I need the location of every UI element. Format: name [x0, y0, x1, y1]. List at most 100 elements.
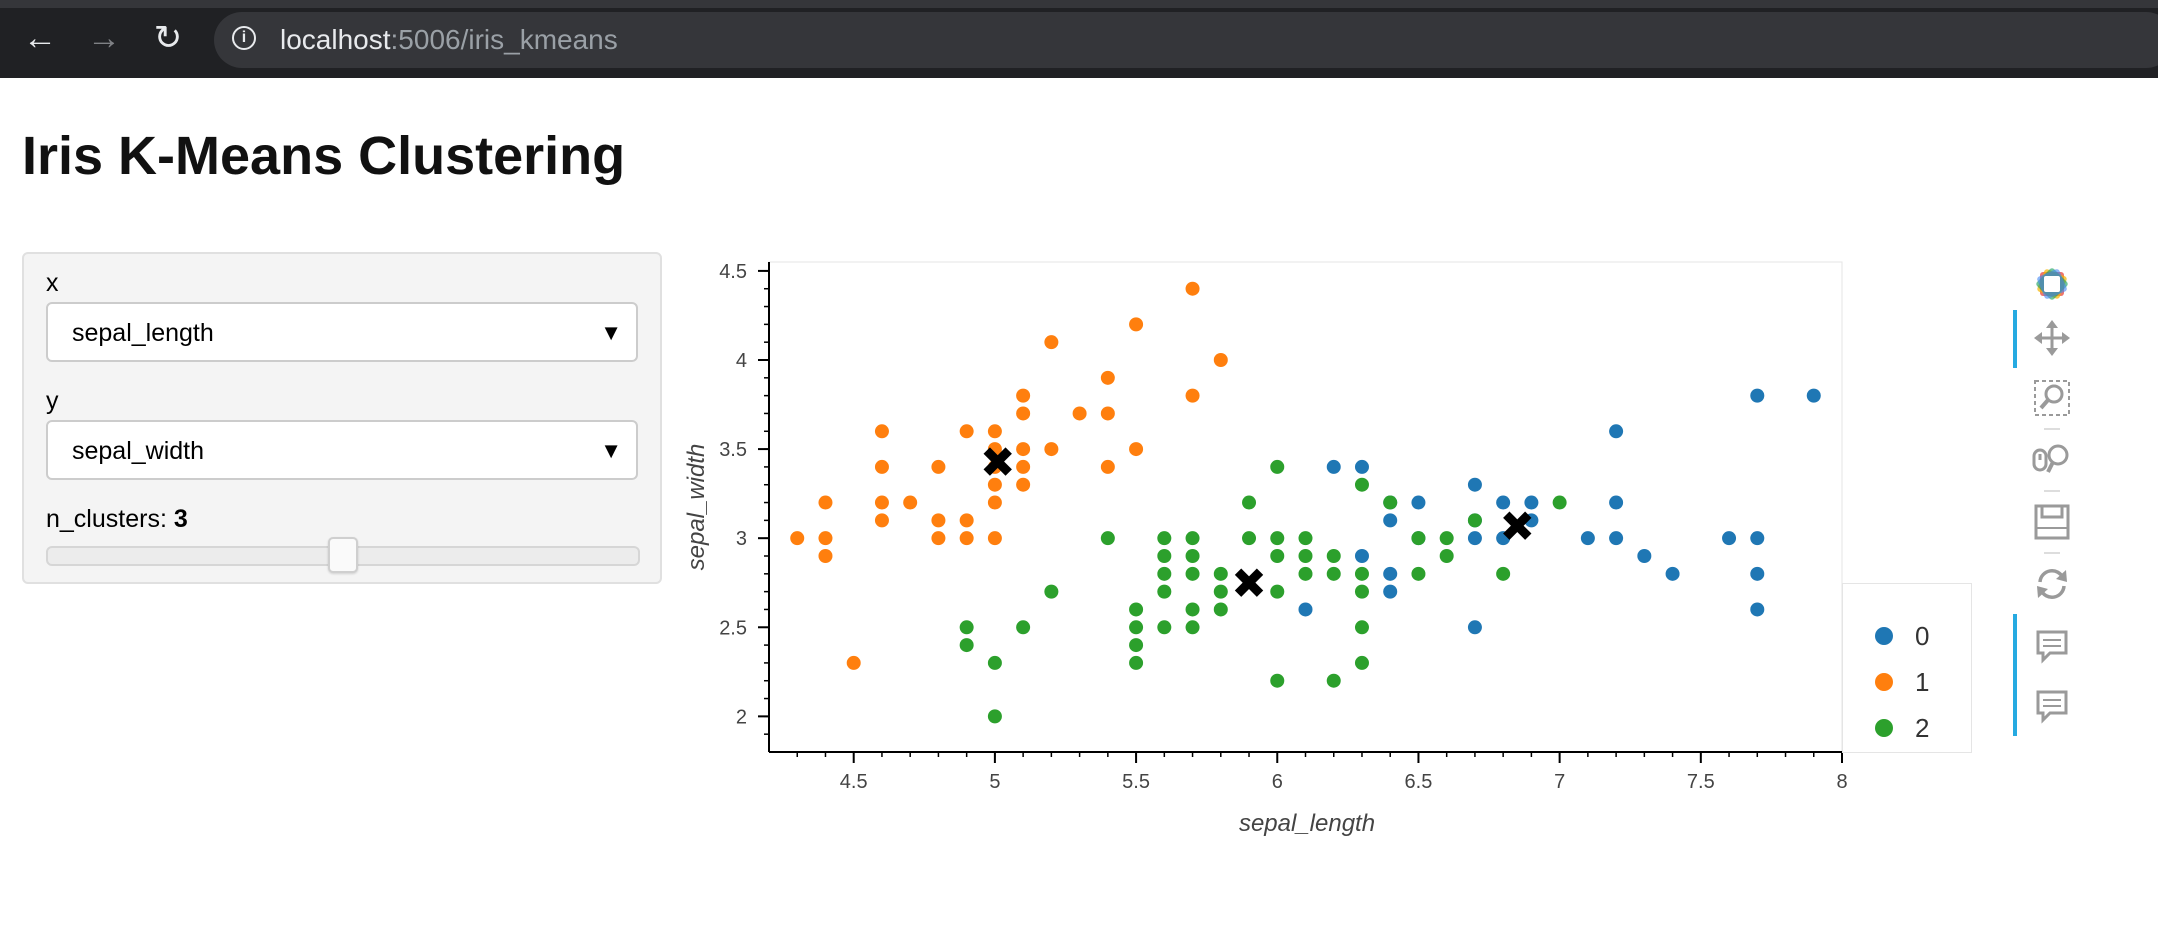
hover-icon[interactable] [2028, 682, 2076, 730]
x-tick-label: 5.5 [1122, 771, 1150, 793]
data-point-cluster-1 [1100, 459, 1115, 474]
data-point-cluster-2 [1326, 673, 1341, 688]
data-point-cluster-1 [1072, 406, 1087, 421]
data-point-cluster-1 [874, 459, 889, 474]
info-icon[interactable]: i [232, 26, 256, 50]
data-point-cluster-0 [1665, 566, 1680, 581]
n-clusters-value: 3 [173, 505, 188, 533]
x-tick-label: 6.5 [1405, 771, 1433, 793]
data-point-cluster-2 [1439, 549, 1454, 563]
slider-handle[interactable] [328, 537, 358, 573]
toolbar-separator [2044, 428, 2060, 430]
pan-icon[interactable] [2028, 314, 2076, 362]
data-point-cluster-2 [1354, 620, 1369, 635]
data-point-cluster-1 [1129, 442, 1144, 457]
data-point-cluster-1 [959, 531, 974, 546]
data-point-cluster-1 [1016, 406, 1031, 421]
data-point-cluster-0 [1326, 459, 1341, 474]
data-point-cluster-1 [931, 531, 946, 546]
data-point-cluster-1 [790, 531, 805, 546]
address-bar[interactable] [214, 12, 2158, 68]
x-tick-label: 7 [1554, 771, 1565, 793]
data-point-cluster-2 [1157, 584, 1172, 599]
data-point-cluster-2 [1496, 566, 1511, 581]
chevron-down-icon: ▼ [600, 438, 622, 463]
data-point-cluster-0 [1354, 459, 1369, 474]
y-select[interactable]: sepal_width ▼ [46, 420, 638, 480]
data-point-cluster-1 [1016, 477, 1031, 492]
reset-icon[interactable] [2028, 560, 2076, 608]
data-point-cluster-1 [1185, 281, 1200, 296]
y-tick-label: 3.5 [719, 439, 747, 461]
data-point-cluster-1 [1100, 406, 1115, 421]
centroid-marker [1234, 568, 1264, 597]
data-point-cluster-2 [1383, 495, 1398, 510]
data-point-cluster-0 [1806, 388, 1821, 403]
url-text[interactable]: localhost:5006/iris_kmeans [280, 23, 618, 57]
data-point-cluster-2 [1044, 584, 1059, 599]
data-point-cluster-0 [1383, 584, 1398, 599]
wheel-zoom-icon[interactable] [2028, 436, 2076, 484]
axes-layer: 4.5 5 5.5 6 6.5 7 7.5 8 2 2.5 3 3.5 4 4.5 [719, 261, 1847, 793]
x-select[interactable]: sepal_length ▼ [46, 302, 638, 362]
x-tick-label: 6 [1272, 771, 1283, 793]
data-point-cluster-2 [1242, 495, 1257, 510]
data-point-cluster-1 [987, 495, 1002, 510]
data-point-cluster-0 [1467, 620, 1482, 635]
legend-label-0: 0 [1915, 620, 1930, 651]
legend-label-2: 2 [1915, 712, 1930, 743]
data-point-cluster-0 [1411, 495, 1426, 510]
save-icon[interactable] [2028, 498, 2076, 546]
data-point-cluster-2 [1439, 531, 1454, 546]
data-point-cluster-1 [874, 513, 889, 528]
legend-dot-0 [1875, 627, 1893, 645]
data-point-cluster-0 [1750, 531, 1765, 546]
data-point-cluster-2 [1411, 531, 1426, 546]
bokeh-logo-icon[interactable] [2028, 260, 2076, 308]
data-point-cluster-0 [1383, 566, 1398, 581]
data-point-cluster-1 [959, 513, 974, 528]
data-point-cluster-0 [1609, 495, 1624, 510]
n-clusters-label: n_clusters: 3 [46, 504, 188, 534]
data-point-cluster-0 [1383, 513, 1398, 528]
data-point-cluster-0 [1467, 531, 1482, 546]
data-point-cluster-2 [1552, 495, 1567, 510]
x-axis-label: sepal_length [1239, 810, 1375, 837]
legend-label-1: 1 [1915, 666, 1930, 697]
x-tick-label: 7.5 [1687, 771, 1715, 793]
x-select-value: sepal_length [72, 319, 214, 347]
data-point-cluster-0 [1750, 602, 1765, 617]
data-point-cluster-2 [1354, 477, 1369, 492]
data-point-cluster-2 [1326, 566, 1341, 581]
data-point-cluster-2 [1298, 531, 1313, 546]
data-point-cluster-1 [846, 655, 861, 670]
page-title: Iris K-Means Clustering [22, 126, 626, 186]
plot-toolbar [2010, 258, 2082, 748]
data-point-cluster-1 [874, 495, 889, 510]
data-point-cluster-1 [1100, 370, 1115, 385]
data-point-cluster-2 [1157, 531, 1172, 546]
data-point-cluster-1 [987, 424, 1002, 439]
centroid-marker [983, 447, 1012, 476]
y-tick-label: 2 [736, 706, 747, 728]
forward-arrow-icon[interactable]: → [87, 19, 121, 57]
data-point-cluster-2 [1326, 549, 1341, 563]
data-point-cluster-1 [987, 531, 1002, 546]
n-clusters-label-text: n_clusters: [46, 505, 174, 533]
back-arrow-icon[interactable]: ← [23, 19, 57, 57]
legend-item-1: 1 [1875, 665, 1929, 699]
data-point-cluster-0 [1298, 602, 1313, 617]
data-point-cluster-1 [818, 495, 833, 510]
box-zoom-icon[interactable] [2028, 374, 2076, 422]
data-point-cluster-0 [1750, 388, 1765, 403]
data-point-cluster-2 [1270, 459, 1285, 474]
reload-icon[interactable]: ↻ [153, 19, 183, 57]
data-point-cluster-2 [1129, 655, 1144, 670]
x-tick-label: 8 [1836, 771, 1847, 793]
y-axis-label: sepal_width [683, 444, 710, 571]
data-point-cluster-2 [1270, 584, 1285, 599]
toolbar-separator [2044, 552, 2060, 554]
legend-item-2: 2 [1875, 711, 1929, 745]
hover-icon[interactable] [2028, 622, 2076, 670]
